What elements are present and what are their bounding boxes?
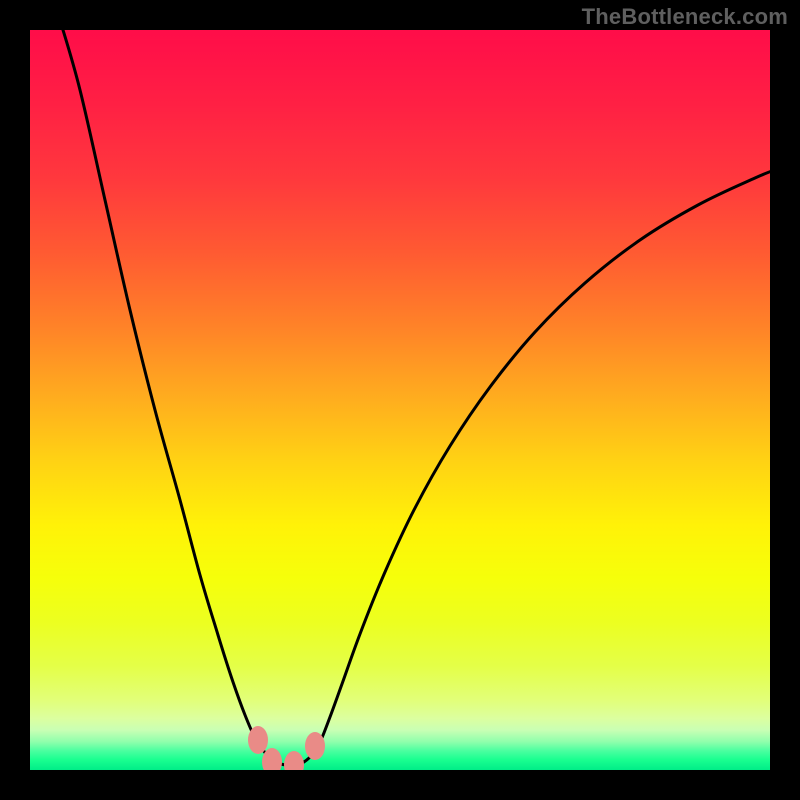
curve-marker-3 [305, 732, 325, 760]
curve-marker-0 [248, 726, 268, 754]
curve-marker-1 [262, 748, 282, 770]
plot-area [30, 30, 770, 770]
watermark-text: TheBottleneck.com [582, 4, 788, 30]
chart-frame: TheBottleneck.com [0, 0, 800, 800]
bottleneck-curve [30, 30, 770, 770]
curve-path [60, 30, 770, 765]
